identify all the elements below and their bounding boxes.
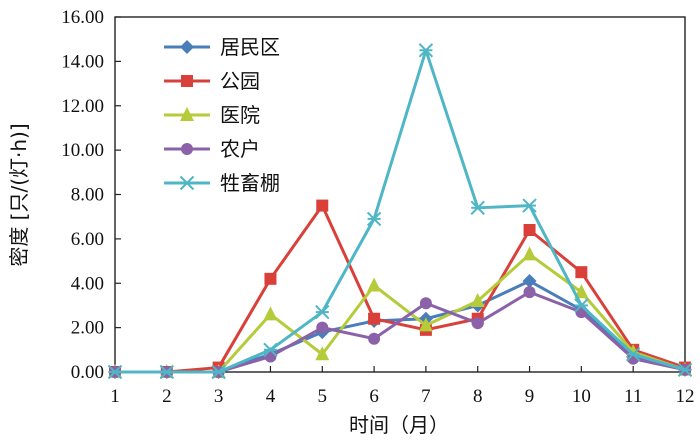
data-point-star <box>211 364 226 380</box>
x-tick-label: 12 <box>676 386 695 407</box>
data-point-triangle <box>367 277 382 292</box>
legend-label: 农户 <box>220 137 260 161</box>
data-point-square <box>264 272 277 285</box>
data-point-square <box>523 224 536 236</box>
x-tick-label: 4 <box>266 386 276 407</box>
legend-entry: 牲畜棚 <box>164 171 280 195</box>
legend-entry: 居民区 <box>164 35 280 59</box>
series-group <box>109 199 691 378</box>
y-tick-label: 6.00 <box>71 229 104 250</box>
data-point-star <box>625 347 641 362</box>
y-tick-label: 16.00 <box>61 7 104 28</box>
data-point-star <box>677 362 693 377</box>
x-tick-label: 10 <box>572 386 591 407</box>
legend-label: 医院 <box>220 103 260 127</box>
x-tick-label: 5 <box>318 386 328 407</box>
data-point-circle <box>368 332 381 345</box>
y-tick-label: 2.00 <box>71 318 104 339</box>
series-group <box>109 286 691 378</box>
x-axis-title: 时间（月） <box>349 413 449 437</box>
x-tick-label: 1 <box>110 386 120 407</box>
data-point-star <box>522 198 537 213</box>
legend-marker <box>181 75 193 87</box>
series-line-2 <box>113 204 687 374</box>
legend-entry: 公园 <box>164 69 260 93</box>
y-tick-label: 10.00 <box>61 140 104 161</box>
x-tick-label: 2 <box>162 386 172 407</box>
data-point-square <box>575 266 588 279</box>
y-tick-label: 4.00 <box>71 273 104 294</box>
x-tick-label: 3 <box>214 386 224 407</box>
y-tick-label: 8.00 <box>71 185 104 206</box>
data-point-circle <box>471 317 484 330</box>
legend-label: 公园 <box>220 69 260 93</box>
data-point-square <box>316 199 329 212</box>
y-tick-label: 0.00 <box>71 362 104 383</box>
data-point-circle <box>419 297 432 310</box>
data-point-star <box>418 43 434 58</box>
x-tick-label: 7 <box>421 386 431 407</box>
data-point-triangle <box>418 317 433 332</box>
x-tick-label: 11 <box>624 386 642 407</box>
series-line-5 <box>113 48 687 374</box>
series-layer <box>107 43 693 380</box>
data-point-star <box>107 364 123 380</box>
data-point-star <box>315 304 330 320</box>
data-point-triangle <box>522 246 537 261</box>
series-group <box>108 246 692 378</box>
axes: 0.00 2.00 4.00 6.00 8.00 10.00 12.00 14.00 16.00… <box>61 7 694 407</box>
y-tick-label: 12.00 <box>61 96 104 117</box>
legend-marker <box>180 40 194 54</box>
data-point-square <box>368 312 381 325</box>
data-point-diamond <box>522 274 537 289</box>
data-point-circle <box>316 321 329 334</box>
x-tick-label: 9 <box>525 386 535 407</box>
data-point-triangle <box>263 306 278 321</box>
data-point-star <box>263 342 278 358</box>
y-tick-label: 14.00 <box>61 51 104 72</box>
legend-marker <box>180 107 194 121</box>
x-tick-label: 6 <box>369 386 379 407</box>
legend-marker <box>181 143 193 155</box>
y-axis-title: 密度 [只/(灯·h)] <box>7 123 31 266</box>
legend-label: 牲畜棚 <box>220 171 280 195</box>
x-tick-label: 8 <box>473 386 483 407</box>
data-point-triangle <box>574 284 589 299</box>
data-point-star <box>366 211 382 227</box>
series-line-3 <box>113 252 687 374</box>
legend-entry: 医院 <box>164 103 260 127</box>
legend-marker <box>179 175 195 191</box>
data-point-star <box>574 298 589 313</box>
data-point-circle <box>523 286 536 299</box>
series-group <box>107 43 693 380</box>
legend-label: 居民区 <box>220 35 280 59</box>
data-point-triangle <box>470 293 485 307</box>
legend-entry: 农户 <box>164 137 260 161</box>
data-point-star <box>470 200 485 216</box>
data-point-star <box>159 364 175 380</box>
data-point-triangle <box>315 346 330 361</box>
